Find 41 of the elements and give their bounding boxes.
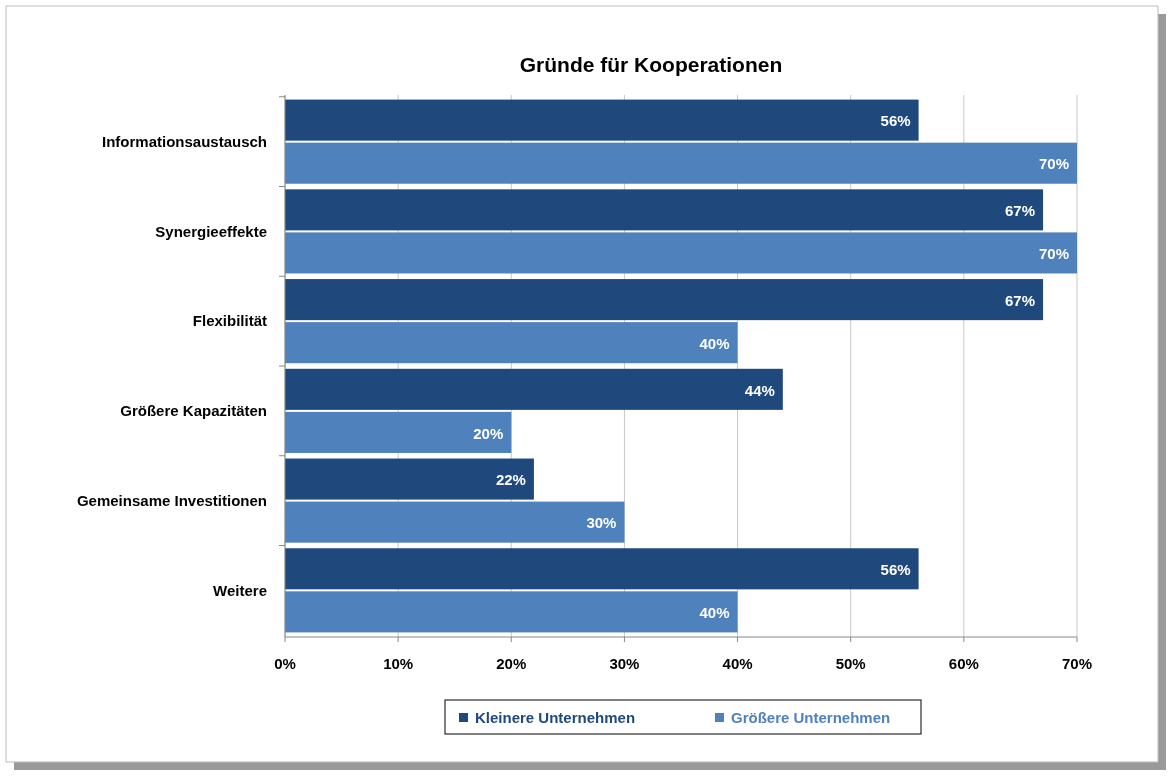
data-label: 67% <box>1005 202 1036 220</box>
data-label: 40% <box>699 334 730 352</box>
x-tick-label: 10% <box>383 655 414 672</box>
data-label: 40% <box>699 604 730 622</box>
chart-title: Gründe für Kooperationen <box>519 53 783 76</box>
bar <box>285 322 738 364</box>
x-tick-label: 20% <box>496 655 527 672</box>
bar <box>285 142 1077 184</box>
x-tick-label: 30% <box>609 655 640 672</box>
data-label: 30% <box>586 514 617 532</box>
y-tick-label: Gemeinsame Investitionen <box>76 491 267 509</box>
bar <box>285 99 919 141</box>
x-tick-label: 70% <box>1061 655 1093 672</box>
bar <box>285 501 625 543</box>
data-label: 70% <box>1038 245 1069 263</box>
data-label: 70% <box>1038 155 1069 173</box>
data-label: 20% <box>473 424 504 442</box>
x-tick-label: 40% <box>722 655 753 672</box>
y-tick-label: Weitere <box>213 581 267 599</box>
data-label: 44% <box>744 381 775 399</box>
data-label: 22% <box>495 471 526 489</box>
bar <box>285 189 1044 231</box>
y-tick-label: Flexibilität <box>192 312 267 330</box>
data-label: 56% <box>880 112 911 130</box>
bar <box>285 411 512 453</box>
legend-label: Kleinere Unternehmen <box>475 709 636 727</box>
data-label: 56% <box>880 561 911 579</box>
y-tick-label: Informationsaustausch <box>101 132 267 150</box>
bar <box>285 232 1077 274</box>
data-label: 67% <box>1005 291 1036 309</box>
y-tick-label: Größere Kapazitäten <box>120 402 267 420</box>
y-tick-label: Synergieeffekte <box>155 222 267 240</box>
bar <box>285 548 919 590</box>
bar <box>285 591 738 633</box>
x-tick-label: 50% <box>835 655 866 672</box>
x-tick-label: 60% <box>948 655 979 672</box>
x-tick-label: 0% <box>274 655 296 672</box>
bar <box>285 368 783 410</box>
legend-label: Größere Unternehmen <box>731 709 891 727</box>
bar <box>285 279 1044 321</box>
bar <box>285 458 534 500</box>
